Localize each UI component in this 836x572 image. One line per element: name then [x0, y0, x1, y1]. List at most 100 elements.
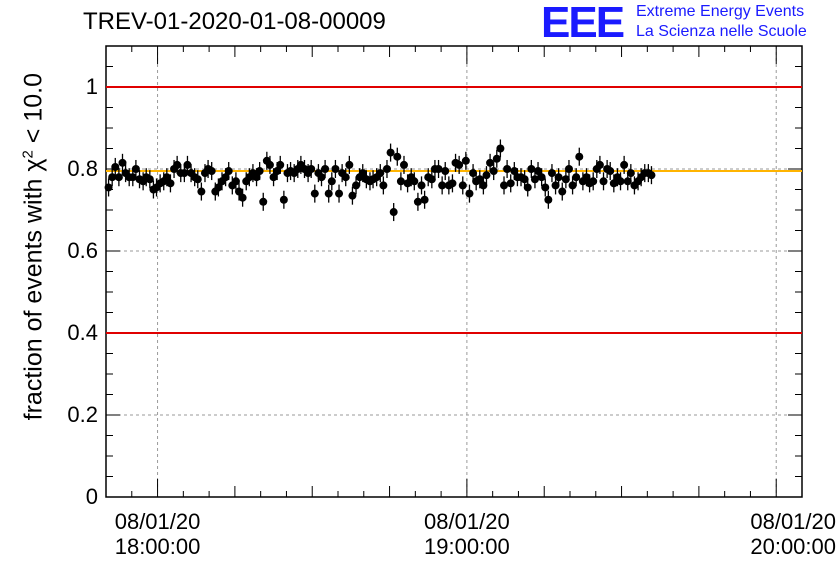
data-point: [231, 177, 240, 186]
data-point: [310, 189, 319, 198]
data-point: [128, 173, 137, 182]
logo-text-line1: Extreme Energy Events: [636, 3, 805, 20]
data-point: [420, 195, 429, 204]
data-point: [434, 165, 443, 173]
data-point: [489, 167, 498, 176]
data-point: [623, 177, 632, 186]
data-point: [269, 173, 278, 182]
plot-frame: [105, 45, 803, 498]
data-point: [104, 183, 113, 192]
data-point: [341, 173, 350, 182]
data-point: [307, 165, 316, 173]
data-point: [606, 167, 615, 176]
data-point: [376, 169, 385, 178]
y-tick-label: 1: [85, 74, 98, 99]
data-point: [224, 167, 233, 176]
data-point: [131, 165, 140, 173]
data-point: [482, 171, 491, 180]
x-tick-date: 08/01/20: [750, 509, 836, 534]
data-point: [537, 173, 546, 182]
y-tick-label: 0: [85, 484, 98, 509]
data-point: [575, 152, 584, 161]
data-point: [389, 208, 398, 217]
data-point: [321, 165, 330, 173]
data-point: [479, 181, 488, 190]
data-point: [599, 177, 608, 186]
data-point: [544, 195, 553, 204]
data-point: [486, 158, 495, 167]
data-point: [197, 187, 206, 196]
data-point: [551, 181, 560, 190]
data-point: [317, 173, 326, 182]
x-tick-label: 08/01/20 20:00:00: [726, 509, 836, 559]
data-point: [506, 179, 515, 188]
data-point: [221, 173, 230, 182]
data-point: [441, 167, 450, 176]
data-point: [492, 154, 501, 163]
data-point: [469, 169, 478, 178]
data-point: [393, 152, 402, 161]
data-point: [589, 177, 598, 186]
data-point: [111, 162, 120, 171]
data-point: [238, 193, 247, 202]
logo-text-line2: La Scienza nelle Scuole: [636, 23, 807, 40]
data-point: [616, 177, 625, 186]
data-point: [448, 179, 457, 188]
data-point: [403, 179, 412, 188]
data-point: [427, 175, 436, 184]
data-point: [108, 173, 117, 182]
data-point: [396, 177, 405, 186]
data-point: [118, 158, 127, 167]
data-point: [162, 173, 171, 182]
x-tick-date: 08/01/20: [114, 509, 201, 534]
data-point: [595, 160, 604, 169]
data-point: [166, 179, 175, 188]
data-point: [183, 160, 192, 169]
data-point: [386, 148, 395, 157]
data-point: [527, 165, 536, 173]
data-point: [510, 167, 519, 176]
data-point: [541, 183, 550, 192]
data-point: [214, 183, 223, 192]
data-point: [609, 179, 618, 188]
x-tick-date: 08/01/20: [424, 509, 510, 534]
data-point: [554, 173, 563, 182]
data-point: [458, 181, 467, 190]
data-point: [413, 197, 422, 206]
data-point: [345, 160, 354, 169]
data-point: [547, 169, 556, 178]
data-point: [475, 175, 484, 184]
y-tick-label: 0.8: [67, 156, 98, 181]
data-point: [647, 171, 656, 180]
chart-title: TREV-01-2020-01-08-00009: [83, 8, 386, 35]
data-point: [193, 175, 202, 184]
data-point: [259, 197, 268, 206]
y-tick-label: 0.6: [67, 238, 98, 263]
data-point: [500, 181, 509, 190]
data-point: [410, 177, 419, 186]
data-point: [145, 175, 154, 184]
data-point: [358, 169, 367, 178]
x-tick-time: 20:00:00: [750, 534, 836, 559]
data-point: [620, 160, 629, 169]
data-point: [324, 189, 333, 198]
data-point: [235, 187, 244, 196]
data-point: [173, 160, 182, 169]
data-point: [273, 167, 282, 176]
y-tick-label: 0.2: [67, 402, 98, 427]
data-point: [520, 175, 529, 184]
data-point: [255, 167, 264, 176]
y-tick-label: 0.4: [67, 320, 98, 345]
data-point: [461, 156, 470, 165]
data-point: [399, 160, 408, 169]
data-point: [558, 187, 567, 196]
data-point: [327, 177, 336, 186]
data-point: [582, 173, 591, 182]
data-point: [335, 189, 344, 198]
data-point: [417, 181, 426, 190]
data-point: [534, 167, 543, 176]
data-point: [503, 165, 512, 173]
data-point: [279, 195, 288, 204]
